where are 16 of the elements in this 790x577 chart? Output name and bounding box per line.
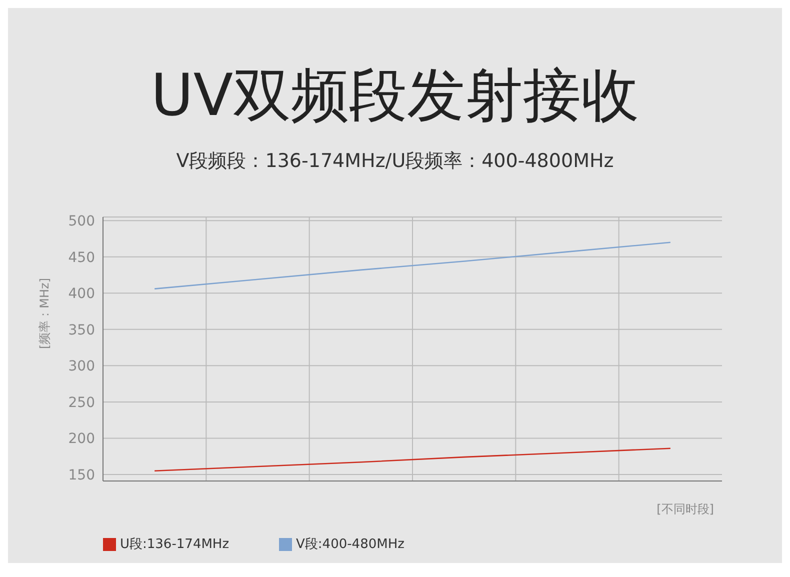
legend-label: V段:400-480MHz [296, 537, 404, 552]
y-tick-label: 300 [68, 358, 95, 375]
y-axis-title: [频率：MHz] [37, 278, 52, 349]
legend-label: U段:136-174MHz [120, 537, 230, 552]
line-series [154, 448, 672, 472]
line-series [154, 242, 672, 290]
chart-title: UV双频段发射接收 [150, 60, 640, 130]
y-tick-label: 250 [68, 394, 95, 411]
chart-subtitle: V段频段：136-174MHz/U段频率：400-4800MHz [175, 149, 615, 174]
y-tick-label: 450 [68, 250, 95, 266]
x-axis-title: [不同时段] [656, 502, 714, 516]
y-tick-label: 200 [68, 431, 95, 448]
y-tick-label: 400 [68, 286, 95, 302]
y-tick-label: 500 [68, 214, 95, 230]
y-tick-label: 150 [68, 467, 95, 484]
y-tick-label: 350 [68, 322, 95, 338]
